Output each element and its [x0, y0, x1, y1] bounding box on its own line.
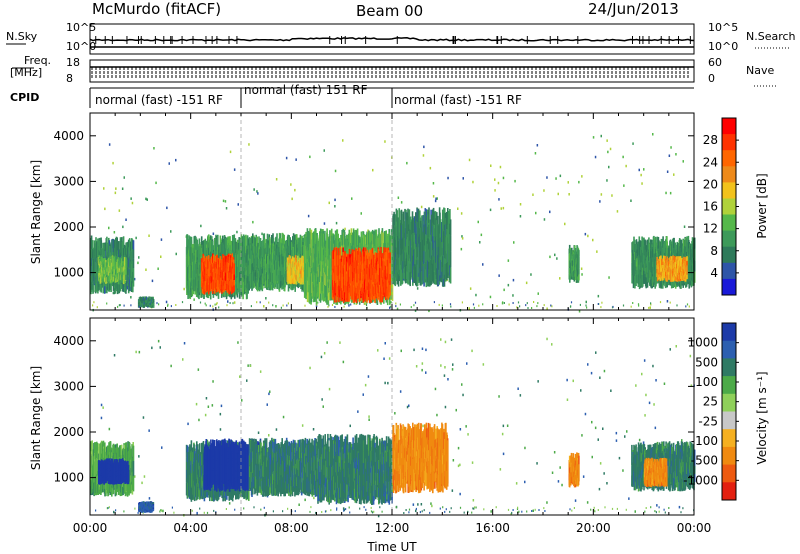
velocity-scatter: [90, 318, 696, 518]
power-colorbar-label: Power [dB]: [755, 173, 769, 238]
velocity-y-label: Slant Range [km]: [29, 366, 43, 470]
x-tick-label: 20:00: [576, 521, 611, 535]
colorbar-swatch: [722, 246, 736, 264]
noise-panel: N.Sky 10^5 10^0 10^5 10^0 N.Search: [6, 21, 796, 55]
x-tick-label: 00:00: [73, 521, 108, 535]
date-title: 24/Jun/2013: [588, 0, 679, 18]
colorbar-tick-label: 100: [695, 375, 718, 389]
noise-left-tick-top: 10^5: [66, 21, 96, 34]
freq-tick-top: 18: [66, 56, 80, 69]
x-tick-label: 12:00: [375, 521, 410, 535]
x-tick-label: 08:00: [274, 521, 309, 535]
noise-right-tick-bottom: 10^0: [708, 40, 738, 53]
y-tick-label: 2000: [53, 425, 84, 439]
colorbar-tick-label: 16: [703, 200, 718, 214]
colorbar-tick-label: -100: [691, 434, 718, 448]
colorbar-swatch: [722, 340, 736, 359]
colorbar-swatch: [722, 429, 736, 448]
nave-label: Nave: [746, 64, 774, 77]
colorbar-tick-label: 4: [710, 266, 718, 280]
noise-left-label: N.Sky: [6, 30, 38, 43]
power-panel: 1000 2000 3000 4000 Slant Range [km] 28 24 20…: [29, 112, 769, 313]
x-tick-label: 00:00: [677, 521, 712, 535]
colorbar-swatch: [722, 166, 736, 183]
colorbar-tick-label: 1000: [687, 336, 718, 350]
colorbar-tick-label: 28: [703, 133, 718, 147]
colorbar-swatch: [722, 323, 736, 342]
freq-panel: Freq. [MHz] 18 8 60 0 Nave: [10, 54, 776, 87]
noise-trace: [89, 37, 695, 42]
y-tick-label: 1000: [53, 471, 84, 485]
y-tick-label: 3000: [53, 379, 84, 393]
colorbar-tick-label: 8: [710, 244, 718, 258]
colorbar-swatch: [722, 262, 736, 280]
colorbar-swatch: [722, 198, 736, 216]
colorbar-swatch: [722, 376, 736, 395]
noise-right-label: N.Search: [746, 30, 796, 43]
power-scatter: [90, 113, 696, 313]
colorbar-tick-label: -25: [698, 414, 718, 428]
power-y-label: Slant Range [km]: [29, 160, 43, 264]
colorbar-swatch: [722, 230, 736, 248]
velocity-colorbar: 1000 500 100 25 -25 -100 -500 -1000: [683, 322, 739, 501]
velocity-y-ticks: 1000 2000 3000 4000: [53, 318, 695, 515]
x-axis-ticks: 00:00 04:00 08:00 12:00 16:00 20:00 00:00: [73, 521, 712, 535]
colorbar-swatch: [722, 464, 736, 483]
nave-tick-bottom: 0: [708, 72, 715, 85]
colorbar-swatch: [722, 358, 736, 377]
colorbar-swatch: [722, 182, 736, 199]
site-title: McMurdo (fitACF): [92, 0, 221, 18]
cpid-label: CPID: [10, 91, 39, 104]
y-tick-label: 4000: [53, 129, 84, 143]
beam-title: Beam 00: [356, 2, 423, 20]
power-y-ticks: 1000 2000 3000 4000: [53, 113, 695, 310]
cpid-panel: CPID normal (fast) -151 RF normal (fast)…: [10, 83, 694, 108]
colorbar-swatch: [722, 214, 736, 232]
y-tick-label: 1000: [53, 266, 84, 280]
noise-left-tick-bottom: 10^0: [66, 40, 96, 53]
x-tick-label: 16:00: [475, 521, 510, 535]
velocity-panel: 1000 2000 3000 4000 Slant Range [km] 1000 50…: [29, 317, 769, 518]
velocity-colorbar-label: Velocity [m s⁻¹]: [755, 371, 769, 464]
x-tick-label: 04:00: [173, 521, 208, 535]
colorbar-tick-label: 12: [703, 222, 718, 236]
freq-label-2: [MHz]: [10, 66, 42, 79]
y-tick-label: 3000: [53, 174, 84, 188]
colorbar-swatch: [722, 411, 736, 430]
freq-tick-bottom: 8: [66, 72, 73, 85]
colorbar-tick-label: 24: [703, 155, 718, 169]
y-tick-label: 4000: [53, 334, 84, 348]
colorbar-tick-label: -500: [691, 454, 718, 468]
nave-tick-top: 60: [708, 56, 722, 69]
cpid-segment-1: normal (fast) -151 RF: [95, 93, 223, 107]
colorbar-swatch: [722, 118, 736, 135]
cpid-segment-3: normal (fast) -151 RF: [394, 93, 522, 107]
colorbar-swatch: [722, 446, 736, 466]
y-tick-label: 2000: [53, 220, 84, 234]
freq-hatch: [90, 66, 694, 79]
power-colorbar: 28 24 20 16 12 8 4: [703, 117, 739, 296]
cpid-segment-2: normal (fast) 151 RF: [244, 83, 368, 97]
colorbar-swatch: [722, 482, 736, 501]
colorbar-tick-label: 25: [703, 395, 718, 409]
colorbar-tick-label: 500: [695, 355, 718, 369]
x-axis-label: Time UT: [366, 540, 417, 554]
colorbar-swatch: [722, 150, 736, 167]
freq-label-1: Freq.: [24, 54, 51, 67]
colorbar-swatch: [722, 278, 736, 296]
colorbar-tick-label: 20: [703, 177, 718, 191]
colorbar-swatch: [722, 134, 736, 151]
colorbar-tick-label: -1000: [683, 473, 718, 487]
colorbar-swatch: [722, 393, 736, 412]
noise-right-tick-top: 10^5: [708, 21, 738, 34]
